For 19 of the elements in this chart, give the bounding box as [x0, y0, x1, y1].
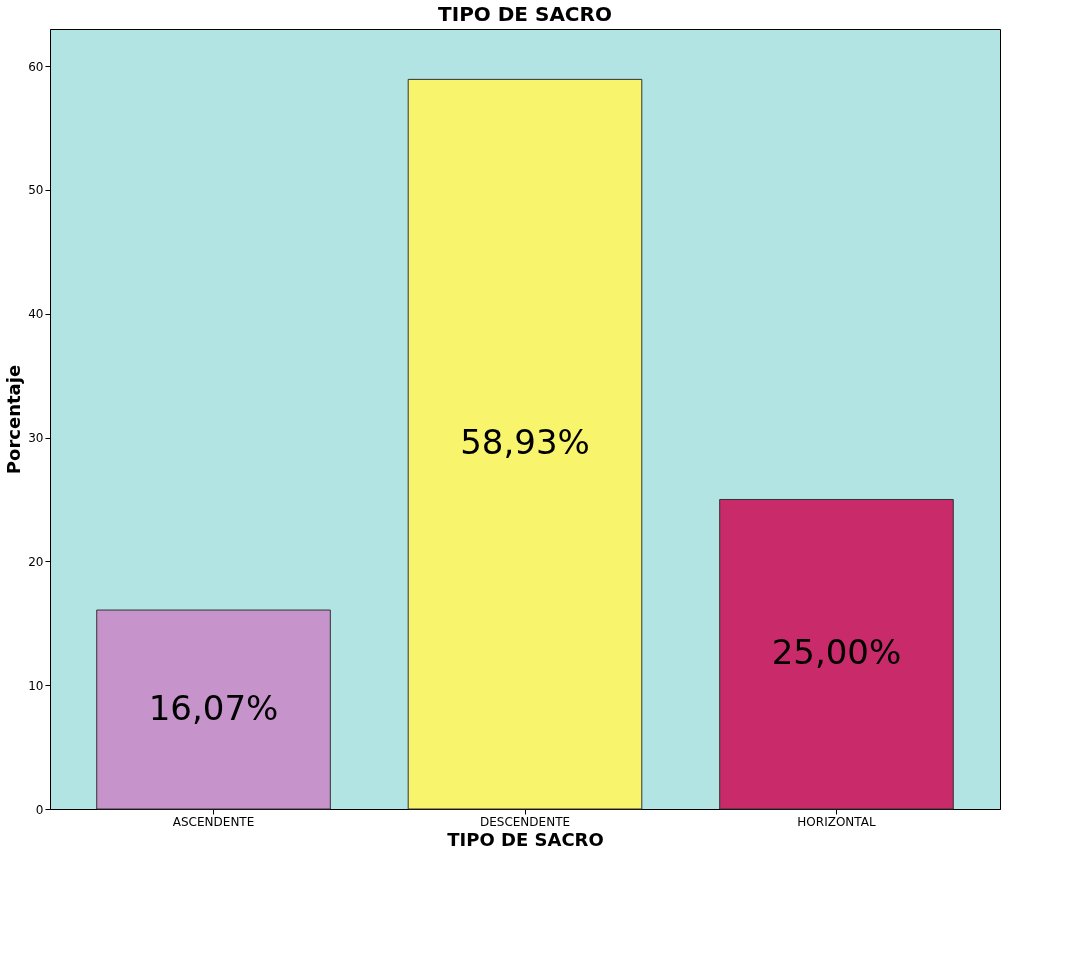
data-label: 16,07%: [148, 687, 279, 728]
y-tick-label: 30: [28, 431, 44, 446]
data-label: 25,00%: [771, 632, 902, 673]
y-axis-title: Porcentaje: [3, 364, 25, 475]
y-tick-label: 10: [28, 678, 44, 693]
y-tick-label: 40: [28, 307, 44, 322]
y-tick-label: 0: [35, 802, 44, 817]
x-tick-label: ASCENDENTE: [172, 814, 255, 829]
bar: [719, 498, 954, 810]
y-tick-label: 50: [28, 183, 44, 198]
data-label: 58,93%: [460, 422, 590, 463]
bar: [407, 78, 643, 810]
x-tick-label: DESCENDENTE: [479, 814, 571, 829]
bar: [96, 609, 331, 810]
x-tick-label: HORIZONTAL: [797, 814, 876, 829]
y-tick-label: 20: [28, 554, 44, 569]
x-axis-title: TIPO DE SACRO: [447, 828, 604, 850]
chart-title: TIPO DE SACRO: [438, 2, 612, 26]
y-tick-label: 60: [28, 59, 44, 74]
